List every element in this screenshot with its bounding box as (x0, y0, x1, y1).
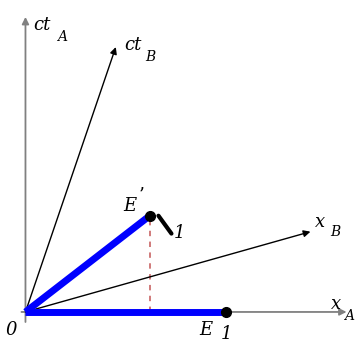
Text: E: E (199, 321, 213, 339)
Text: 1: 1 (221, 325, 232, 343)
Text: x: x (314, 213, 325, 231)
Text: B: B (330, 225, 341, 239)
Text: A: A (57, 30, 67, 44)
Text: 0: 0 (6, 321, 17, 339)
Text: 1: 1 (173, 224, 185, 242)
Text: A: A (344, 309, 354, 323)
Text: ct: ct (34, 16, 51, 34)
Text: E: E (123, 197, 136, 214)
Text: B: B (145, 50, 155, 64)
Text: ct: ct (124, 36, 141, 54)
Text: ’: ’ (139, 187, 145, 204)
Text: x: x (330, 295, 341, 313)
